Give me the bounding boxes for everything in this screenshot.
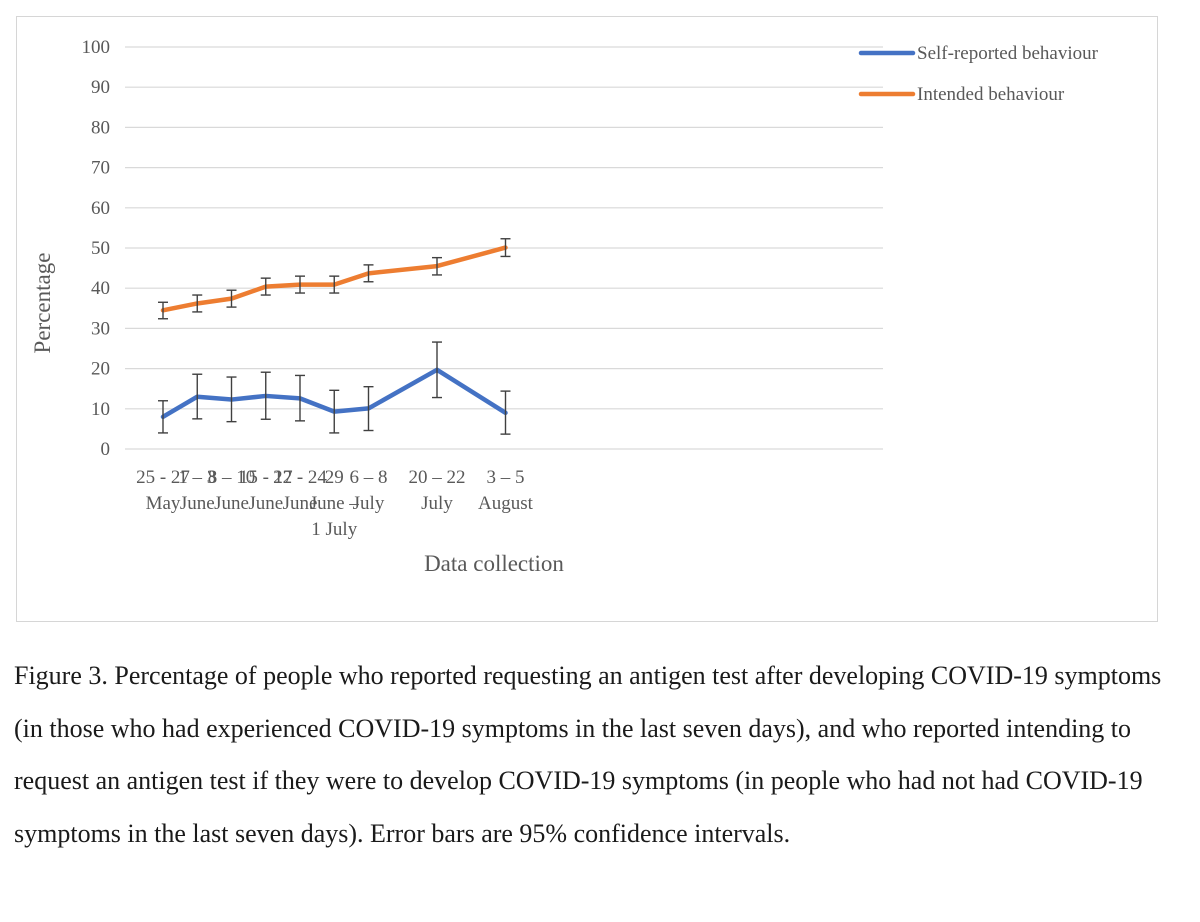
error-bar-self-reported-behaviour-7: [432, 341, 442, 399]
x-tick-label-3: 15 - 17 June: [239, 467, 293, 514]
y-tick-label-30: 30: [91, 318, 110, 339]
y-tick-label-20: 20: [91, 359, 110, 380]
error-bar-intended-behaviour-7: [432, 256, 442, 276]
y-tick-label-70: 70: [91, 158, 110, 179]
figure-caption: Figure 3. Percentage of people who repor…: [14, 661, 1162, 848]
y-tick-label-90: 90: [91, 77, 110, 98]
y-axis-ticks: 0 10 20 30 40 50 60 70 80 90 100: [82, 37, 111, 460]
error-bar-intended-behaviour-3: [260, 277, 271, 296]
x-tick-label-1: 1 – 3 June: [178, 467, 216, 514]
x-axis-title: Data collection: [424, 551, 564, 576]
x-tick-label-2: 8 – 10 June: [208, 467, 256, 514]
y-tick-label-0: 0: [101, 439, 111, 460]
y-tick-label-80: 80: [91, 117, 110, 138]
error-bar-self-reported-behaviour-6: [363, 385, 374, 432]
y-axis-title: Percentage: [30, 253, 55, 354]
error-bar-intended-behaviour-6: [363, 264, 374, 283]
chart-frame: 0 10 20 30 40 50 60 70 80 90 100 25 - 27 May 1 – 3 Ju…: [16, 16, 1158, 622]
y-tick-label-50: 50: [91, 238, 110, 259]
legend-label-intended-behaviour: Intended behaviour: [917, 84, 1065, 105]
x-tick-label-5: 29 June –1 July: [310, 467, 360, 540]
y-tick-label-10: 10: [91, 399, 110, 420]
legend-label-self-reported-behaviour: Self-reported behaviour: [917, 43, 1099, 64]
error-bar-self-reported-behaviour-5: [329, 389, 340, 434]
y-tick-label-60: 60: [91, 198, 110, 219]
error-bar-intended-behaviour-0: [158, 301, 168, 320]
error-bar-self-reported-behaviour-4: [295, 374, 305, 422]
error-bar-intended-behaviour-1: [192, 294, 203, 313]
y-tick-label-100: 100: [82, 37, 111, 58]
error-bars: [158, 238, 511, 435]
error-bar-intended-behaviour-2: [226, 289, 237, 308]
legend: Self-reported behaviour Intended behaviou…: [858, 43, 1099, 105]
error-bar-self-reported-behaviour-3: [260, 371, 271, 420]
error-bar-intended-behaviour-5: [329, 275, 340, 294]
error-bar-self-reported-behaviour-1: [192, 373, 203, 420]
y-tick-label-40: 40: [91, 278, 110, 299]
x-tick-label-0: 25 - 27 May: [136, 467, 190, 514]
error-bar-intended-behaviour-4: [295, 275, 305, 294]
x-tick-label-7: 20 – 22 July: [409, 467, 466, 514]
x-tick-label-4: 22 - 24 June: [273, 467, 327, 514]
x-tick-label-8: 3 – 5 August: [478, 467, 534, 514]
error-bar-intended-behaviour-8: [500, 238, 511, 258]
error-bar-self-reported-behaviour-0: [158, 400, 168, 434]
x-tick-label-6: 6 – 8 July: [350, 467, 388, 514]
error-bar-self-reported-behaviour-8: [500, 390, 511, 435]
error-bar-self-reported-behaviour-2: [226, 376, 237, 423]
